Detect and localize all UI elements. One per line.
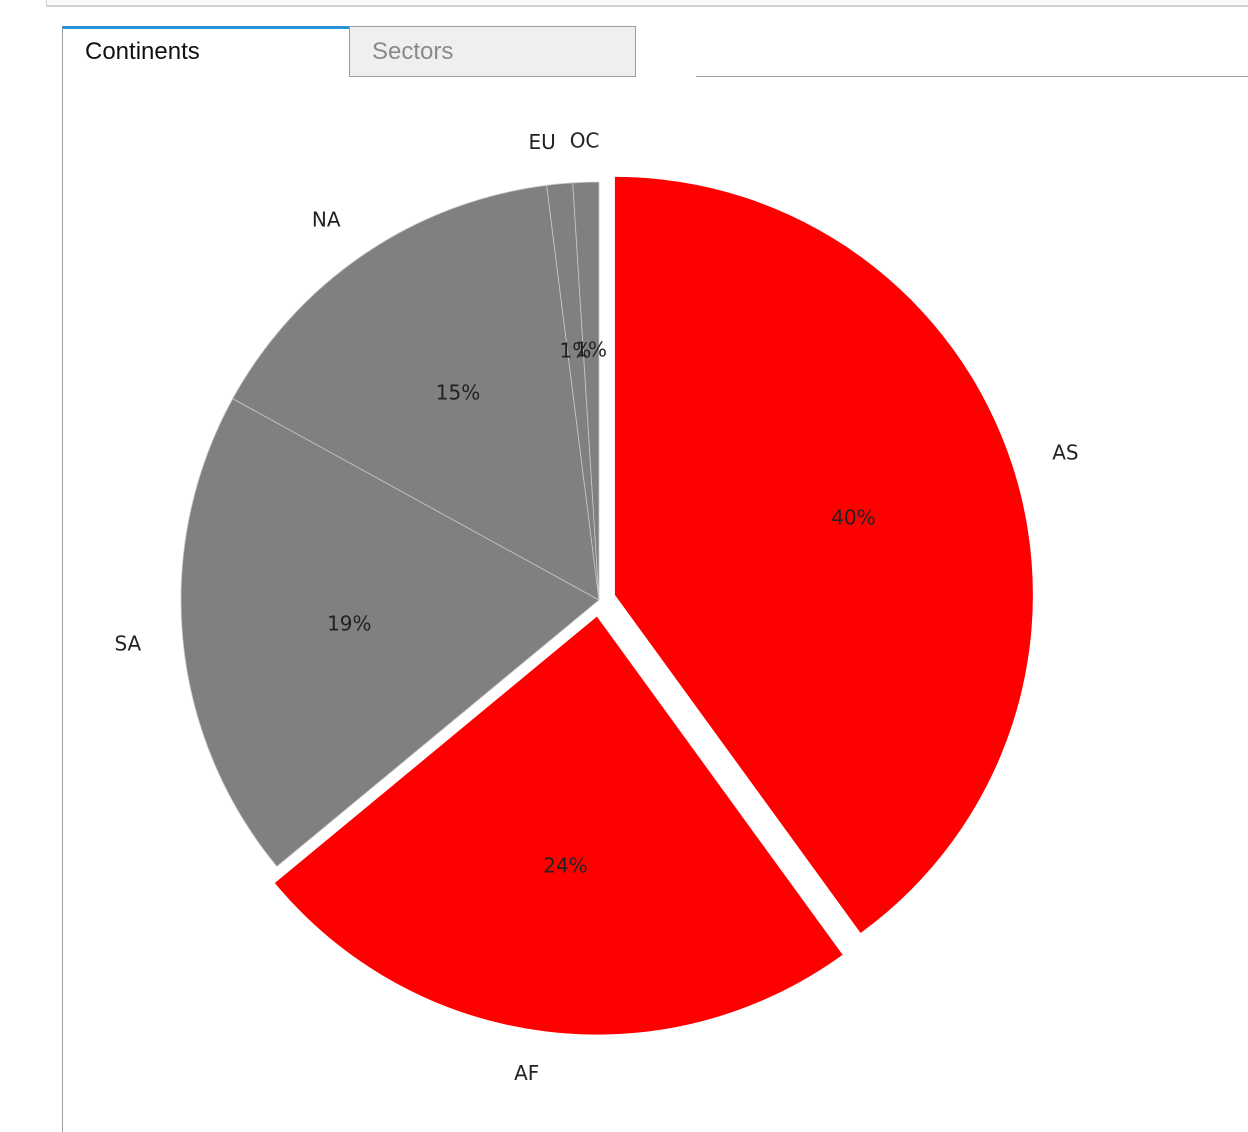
slice-label-oc: OC <box>570 128 600 152</box>
slice-label-na: NA <box>312 208 341 232</box>
tab-sectors[interactable]: Sectors <box>349 26 636 77</box>
slice-percent-as: 40% <box>831 505 875 529</box>
pie-slice-na <box>232 184 600 601</box>
slice-label-af: AF <box>514 1061 539 1085</box>
slice-percent-af: 24% <box>543 853 587 877</box>
pie-slices <box>180 176 1033 1035</box>
tab-bar-divider <box>696 76 1248 77</box>
window-top-edge <box>46 0 1248 7</box>
tab-bar: Continents Sectors <box>62 26 1248 77</box>
slice-label-eu: EU <box>528 130 555 154</box>
pie-slice-as <box>614 176 1033 934</box>
pie-slice-sa <box>180 398 600 868</box>
slice-percent-na: 15% <box>436 381 480 405</box>
tab-continents[interactable]: Continents <box>62 26 350 77</box>
slice-percent-oc: 1% <box>575 337 607 361</box>
slice-label-sa: SA <box>114 631 141 655</box>
pie-slice-oc <box>572 181 600 601</box>
slice-label-as: AS <box>1052 441 1078 465</box>
slice-percent-eu: 1% <box>560 338 592 362</box>
slice-percent-sa: 19% <box>327 612 371 636</box>
pie-slice-af <box>274 616 843 1035</box>
pie-labels: AS 40% AF 24% SA 19% NA 15% EU 1% OC 1% <box>114 128 1078 1084</box>
